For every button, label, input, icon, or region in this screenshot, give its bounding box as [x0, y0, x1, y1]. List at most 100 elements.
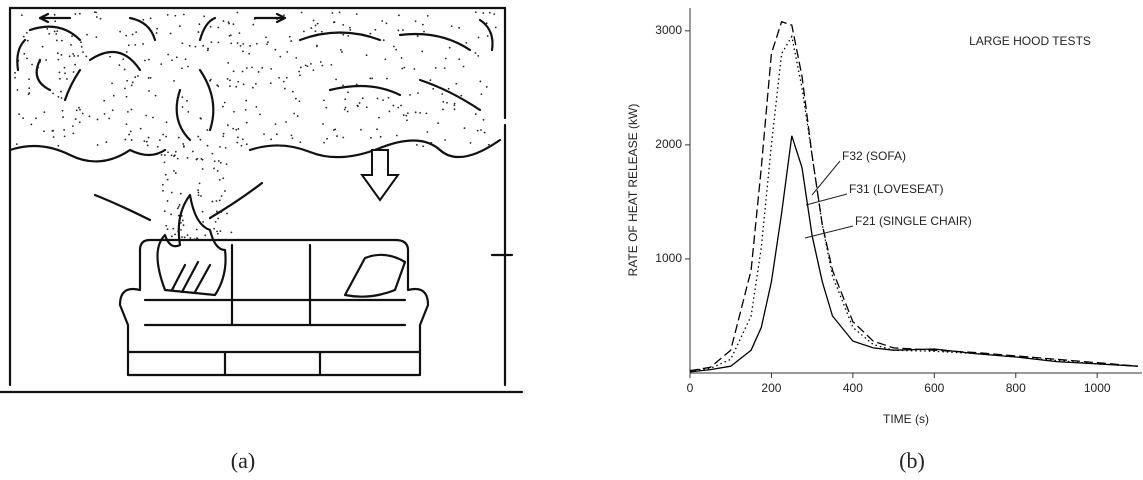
smoke-dot — [349, 29, 352, 31]
smoke-dot — [429, 79, 432, 82]
smoke-dot — [197, 191, 200, 194]
smoke-dot — [215, 210, 218, 213]
smoke-dot — [16, 89, 19, 91]
smoke-dot — [182, 145, 185, 148]
smoke-dot — [255, 42, 258, 45]
smoke-dot — [314, 24, 317, 27]
smoke-dot — [75, 109, 78, 112]
smoke-dot — [51, 130, 54, 132]
smoke-dot — [432, 87, 435, 90]
smoke-dot — [474, 52, 477, 54]
smoke-dot — [441, 93, 444, 95]
smoke-dot — [228, 34, 231, 37]
smoke-dot — [48, 32, 51, 35]
smoke-dot — [55, 33, 58, 35]
smoke-dot — [485, 86, 488, 88]
smoke-dot — [486, 35, 489, 37]
smoke-dot — [426, 131, 429, 133]
smoke-dot — [278, 76, 280, 79]
smoke-dot — [131, 81, 134, 84]
smoke-dot — [103, 112, 106, 115]
smoke-dot — [127, 110, 129, 113]
smoke-dot — [199, 117, 202, 120]
smoke-dot — [270, 138, 273, 141]
smoke-dot — [78, 106, 80, 109]
smoke-dot — [179, 192, 182, 195]
smoke-dot — [38, 58, 41, 61]
smoke-dot — [252, 23, 255, 26]
smoke-dot — [177, 136, 180, 139]
smoke-dot — [22, 117, 25, 120]
smoke-dot — [416, 144, 418, 146]
smoke-dot — [494, 26, 497, 29]
smoke-dot — [378, 116, 380, 119]
smoke-dot — [233, 110, 235, 113]
smoke-dot — [63, 135, 66, 138]
smoke-dot — [81, 112, 84, 115]
smoke-dot — [125, 51, 128, 53]
smoke-dot — [376, 128, 378, 131]
smoke-dot — [395, 134, 398, 137]
smoke-dot — [176, 157, 179, 160]
smoke-dot — [147, 77, 150, 79]
smoke-dot — [417, 92, 419, 95]
smoke-dot — [72, 125, 74, 127]
smoke-dot — [166, 200, 169, 202]
smoke-dot — [174, 172, 177, 174]
smoke-dot — [223, 101, 226, 104]
smoke-dot — [31, 63, 33, 66]
smoke-dot — [356, 104, 359, 107]
smoke-dot — [15, 143, 18, 145]
smoke-dot — [118, 64, 121, 67]
smoke-dot — [469, 142, 472, 144]
series-annotation: F21 (SINGLE CHAIR) — [855, 214, 972, 228]
smoke-dot — [426, 15, 429, 17]
smoke-dot — [230, 231, 233, 234]
smoke-dot — [154, 94, 157, 97]
smoke-dot — [72, 71, 75, 73]
smoke-dot — [111, 82, 113, 85]
smoke-dot — [170, 154, 173, 157]
flame-hatch — [170, 260, 212, 294]
smoke-dot — [181, 42, 184, 45]
smoke-dot — [290, 40, 293, 42]
smoke-dot — [178, 25, 181, 28]
smoke-dot — [45, 59, 47, 61]
smoke-dot — [204, 234, 207, 237]
smoke-dot — [182, 224, 185, 227]
smoke-dot — [295, 57, 298, 59]
smoke-dot — [382, 39, 385, 42]
smoke-dot — [166, 14, 169, 16]
smoke-dot — [222, 135, 225, 138]
smoke-dot — [195, 228, 198, 231]
smoke-dot — [214, 220, 217, 223]
smoke-dot — [171, 235, 173, 238]
smoke-dot — [333, 129, 335, 131]
smoke-dot — [253, 18, 256, 20]
smoke-dot — [178, 203, 181, 206]
smoke-dot — [393, 45, 395, 48]
smoke-dot — [266, 43, 268, 46]
smoke-dot — [60, 54, 63, 56]
smoke-dot — [127, 44, 130, 47]
annotation-leader — [805, 193, 848, 206]
smoke-dot — [145, 140, 148, 143]
smoke-dot — [409, 94, 411, 96]
smoke-dot — [314, 30, 317, 33]
smoke-dot — [288, 35, 291, 38]
smoke-dot — [180, 215, 183, 217]
smoke-dot — [488, 11, 491, 14]
smoke-dot — [434, 67, 437, 69]
smoke-dot — [222, 20, 225, 22]
smoke-dot — [23, 52, 26, 55]
smoke-dot — [342, 23, 345, 26]
smoke-dot — [323, 99, 325, 102]
smoke-dot — [119, 30, 122, 33]
smoke-dot — [213, 167, 215, 170]
smoke-dot — [217, 85, 220, 88]
smoke-dot — [385, 22, 388, 25]
smoke-dot — [414, 111, 417, 114]
smoke-dot — [226, 212, 228, 215]
smoke-dot — [344, 106, 347, 109]
smoke-dot — [282, 80, 285, 83]
